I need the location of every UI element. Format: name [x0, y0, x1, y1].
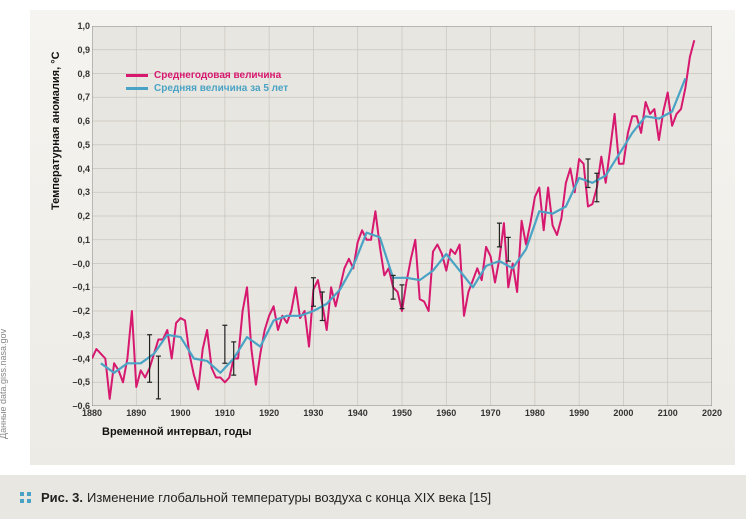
y-tick-label: –0,1: [72, 282, 90, 292]
x-tick-label: 1990: [569, 408, 589, 418]
x-tick-label: 1960: [436, 408, 456, 418]
y-axis-label: Температурная аномалия, °С: [50, 51, 62, 210]
x-tick-label: 1910: [215, 408, 235, 418]
legend-item-annual: Среднегодовая величина: [126, 70, 288, 81]
y-tick-label: 0,4: [77, 164, 90, 174]
y-tick-label: 1,0: [77, 21, 90, 31]
y-tick-label: 0,5: [77, 140, 90, 150]
x-tick-label: 1920: [259, 408, 279, 418]
y-tick-label: –0,3: [72, 330, 90, 340]
legend-swatch-annual: [126, 74, 148, 77]
y-tick-label: 0,8: [77, 69, 90, 79]
y-tick-label: 0,6: [77, 116, 90, 126]
x-tick-label: 1970: [481, 408, 501, 418]
y-tick-label: 0,2: [77, 211, 90, 221]
x-tick-label: 1950: [392, 408, 412, 418]
x-tick-label: 1880: [82, 408, 102, 418]
caption-label: Рис. 3.: [41, 490, 83, 505]
y-tick-label: –0,2: [72, 306, 90, 316]
x-tick-label: 2020: [702, 408, 722, 418]
x-axis-label: Временной интервал, годы: [102, 426, 252, 438]
y-tick-label: –0,5: [72, 377, 90, 387]
x-tick-label: 1940: [348, 408, 368, 418]
legend: Среднегодовая величина Средняя величина …: [120, 64, 294, 100]
chart-figure: Температурная аномалия, °С Временной инт…: [30, 10, 735, 465]
y-tick-label: 0,7: [77, 92, 90, 102]
y-tick-label: –0,4: [72, 354, 90, 364]
x-tick-label: 2000: [613, 408, 633, 418]
caption-text: Изменение глобальной температуры воздуха…: [87, 490, 491, 505]
x-ticks: 1880189019001910192019301940195019601970…: [92, 408, 712, 422]
x-tick-label: 1890: [126, 408, 146, 418]
x-tick-label: 1980: [525, 408, 545, 418]
legend-swatch-5yr: [126, 87, 148, 90]
source-credit: Данные data.giss.nasa.gov: [0, 329, 8, 439]
legend-label-annual: Среднегодовая величина: [154, 70, 281, 81]
legend-item-5yr: Средняя величина за 5 лет: [126, 83, 288, 94]
caption-dots-icon: [20, 492, 31, 503]
y-tick-label: 0,9: [77, 45, 90, 55]
y-tick-label: –0,0: [72, 259, 90, 269]
legend-label-5yr: Средняя величина за 5 лет: [154, 83, 288, 94]
caption-bar: Рис. 3. Изменение глобальной температуры…: [0, 475, 746, 519]
y-tick-label: 0,3: [77, 187, 90, 197]
y-tick-label: 0,1: [77, 235, 90, 245]
x-tick-label: 1930: [303, 408, 323, 418]
x-tick-label: 2100: [658, 408, 678, 418]
y-ticks: –0,6–0,5–0,4–0,3–0,2–0,1–0,00,10,20,30,4…: [70, 26, 90, 406]
x-tick-label: 1900: [171, 408, 191, 418]
